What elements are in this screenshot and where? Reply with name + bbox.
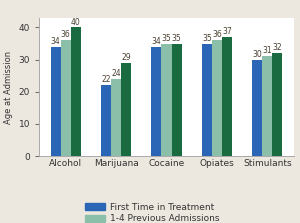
Bar	[262, 56, 272, 156]
Text: 31: 31	[262, 46, 272, 56]
Text: 22: 22	[101, 75, 111, 84]
Bar	[61, 40, 71, 156]
Text: 35: 35	[202, 34, 212, 43]
Bar	[71, 27, 81, 156]
Text: 24: 24	[111, 69, 121, 78]
Legend: First Time in Treatment, 1-4 Previous Admissions, 5 or More Previous Admissions: First Time in Treatment, 1-4 Previous Ad…	[84, 202, 249, 223]
Text: 34: 34	[152, 37, 161, 46]
Text: 36: 36	[212, 30, 222, 39]
Text: 34: 34	[51, 37, 61, 46]
Text: 35: 35	[172, 34, 182, 43]
Bar	[51, 47, 61, 156]
Text: 32: 32	[273, 43, 282, 52]
Text: 35: 35	[162, 34, 171, 43]
Bar	[161, 43, 172, 156]
Text: 37: 37	[222, 27, 232, 36]
Bar	[202, 43, 212, 156]
Bar	[111, 79, 121, 156]
Bar	[272, 53, 282, 156]
Bar	[222, 37, 232, 156]
Bar	[101, 85, 111, 156]
Bar	[121, 63, 131, 156]
Text: 30: 30	[252, 50, 262, 59]
Bar	[172, 43, 182, 156]
Y-axis label: Age at Admission: Age at Admission	[4, 50, 13, 124]
Bar	[252, 60, 262, 156]
Bar	[212, 40, 222, 156]
Text: 40: 40	[71, 18, 81, 27]
Text: 29: 29	[122, 53, 131, 62]
Text: 36: 36	[61, 30, 70, 39]
Bar	[152, 47, 161, 156]
